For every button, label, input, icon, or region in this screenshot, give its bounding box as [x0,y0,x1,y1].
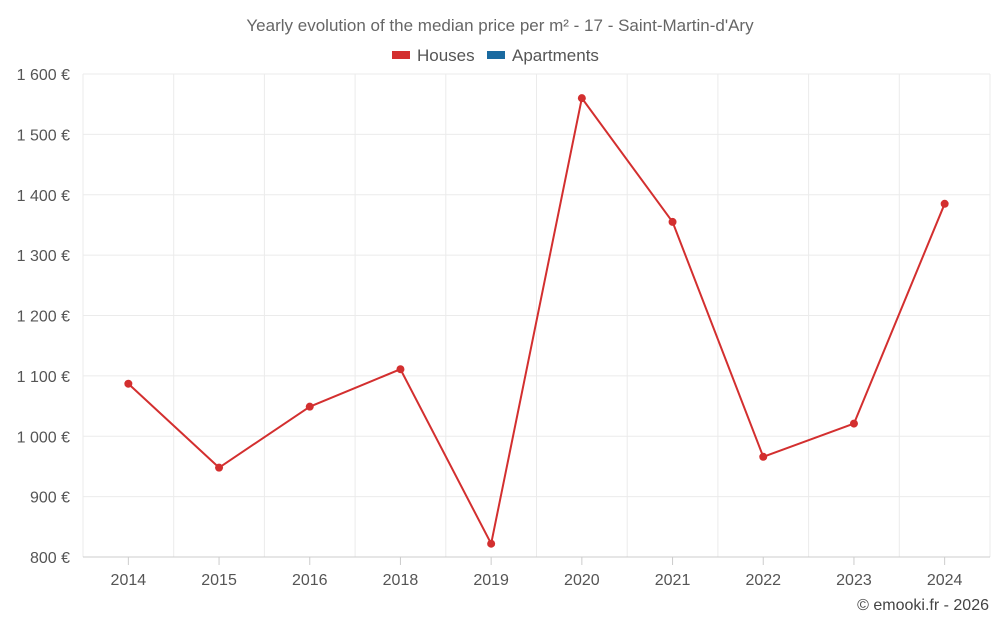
houses-point[interactable] [305,402,314,411]
legend-swatch-apartments [487,51,505,59]
x-tick-label: 2014 [111,572,147,589]
y-tick-label: 1 300 € [17,248,70,265]
legend: Houses Apartments [392,46,599,65]
legend-item-apartments[interactable]: Apartments [487,46,599,65]
legend-swatch-houses [392,51,410,59]
series-houses [124,94,949,548]
y-tick-label: 1 200 € [17,309,70,326]
houses-point[interactable] [215,463,224,472]
copyright-text: © emooki.fr - 2026 [857,597,989,614]
x-tick-label: 2024 [927,572,963,589]
y-tick-label: 1 000 € [17,429,70,446]
houses-point[interactable] [849,419,858,428]
y-tick-label: 900 € [30,490,70,507]
x-tick-label: 2020 [564,572,600,589]
x-axis-ticks: 2014 2015 2016 2018 2019 2020 2021 2022 2023 2024 [111,557,963,589]
y-axis-ticks: 800 € 900 € 1 000 € 1 100 € 1 200 € 1 300 € 1 … [17,67,70,567]
houses-point[interactable] [124,379,133,388]
houses-point[interactable] [396,365,405,374]
legend-label-apartments: Apartments [512,46,599,65]
x-tick-label: 2021 [655,572,691,589]
y-tick-label: 1 500 € [17,127,70,144]
y-tick-label: 1 100 € [17,369,70,386]
houses-point[interactable] [940,199,949,208]
x-tick-label: 2016 [292,572,328,589]
x-tick-label: 2022 [745,572,781,589]
legend-item-houses[interactable]: Houses [392,46,475,65]
houses-point[interactable] [759,452,768,461]
x-tick-label: 2015 [201,572,237,589]
x-tick-label: 2018 [383,572,419,589]
y-tick-label: 800 € [30,550,70,567]
houses-point[interactable] [668,217,677,226]
houses-line [127,97,946,545]
x-tick-label: 2019 [473,572,509,589]
houses-point[interactable] [577,94,586,103]
y-tick-label: 1 400 € [17,188,70,205]
chart-title: Yearly evolution of the median price per… [246,16,754,35]
houses-point[interactable] [487,539,496,548]
x-tick-label: 2023 [836,572,872,589]
y-tick-label: 1 600 € [17,67,70,84]
grid [82,73,991,557]
legend-label-houses: Houses [417,46,475,65]
